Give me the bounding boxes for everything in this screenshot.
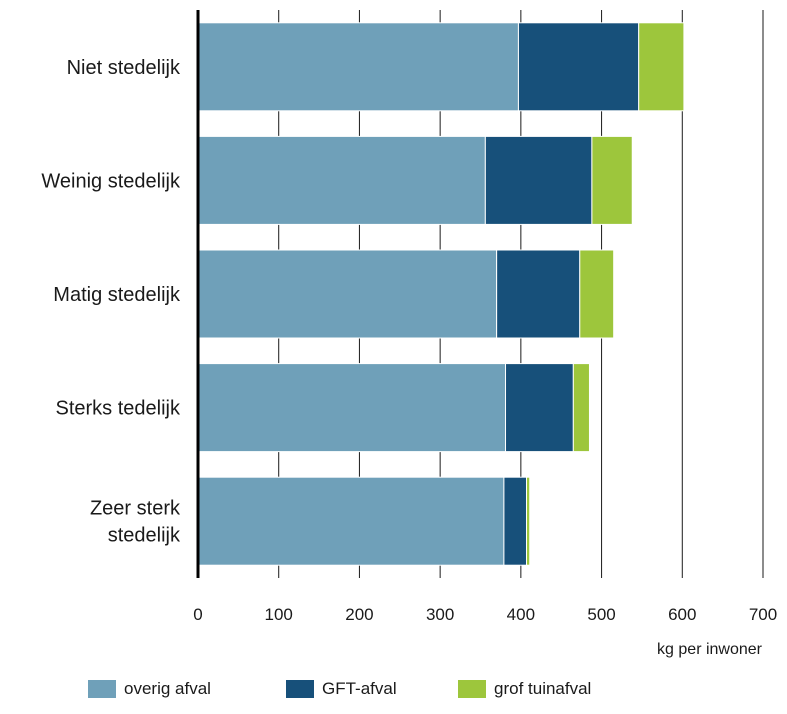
x-tick-label-700: 700 [749, 605, 777, 624]
legend-item-grof-tuinafval: grof tuinafval [458, 680, 591, 698]
x-axis-label: kg per inwoner [657, 641, 763, 658]
legend-item-gft-afval: GFT-afval [286, 680, 397, 698]
bar-sterks-tedelijk-overig-afval [197, 363, 507, 453]
bar-weinig-stedelijk-overig-afval [197, 135, 486, 225]
x-tick-label-500: 500 [587, 605, 615, 624]
bar-weinig-stedelijk-grof-tuinafval [591, 135, 633, 225]
bar-niet-stedelijk-grof-tuinafval [638, 22, 685, 112]
legend-label-gft-afval: GFT-afval [322, 679, 397, 698]
bar-zeer-sterk-stedelijk-gft-afval [503, 476, 528, 566]
x-tick-label-200: 200 [345, 605, 373, 624]
bar-sterks-tedelijk-gft-afval [505, 363, 574, 453]
bar-sterks-tedelijk-grof-tuinafval [572, 363, 590, 453]
legend-label-overig-afval: overig afval [124, 679, 211, 698]
x-tick-label-100: 100 [265, 605, 293, 624]
category-label-weinig-stedelijk: Weinig stedelijk [41, 170, 181, 192]
category-label-matig-stedelijk: Matig stedelijk [53, 284, 181, 306]
legend-swatch-grof-tuinafval [458, 680, 486, 698]
bar-niet-stedelijk-overig-afval [197, 22, 519, 112]
category-label-zeer-sterk-stedelijk: Zeer sterk stedelijk [90, 498, 181, 547]
bar-matig-stedelijk-overig-afval [197, 249, 498, 339]
bar-niet-stedelijk-gft-afval [517, 22, 640, 112]
legend-label-grof-tuinafval: grof tuinafval [494, 679, 592, 698]
x-tick-label-600: 600 [668, 605, 696, 624]
category-label-niet-stedelijk: Niet stedelijk [67, 57, 181, 79]
x-tick-label-0: 0 [193, 605, 202, 624]
legend-swatch-gft-afval [286, 680, 314, 698]
x-tick-label-300: 300 [426, 605, 454, 624]
category-label-sterks-tedelijk: Sterks tedelijk [56, 398, 181, 420]
x-tick-label-400: 400 [507, 605, 535, 624]
bar-weinig-stedelijk-gft-afval [484, 135, 593, 225]
legend-item-overig-afval: overig afval [88, 680, 211, 698]
bar-zeer-sterk-stedelijk-overig-afval [197, 476, 505, 566]
legend: overig afval GFT-afval grof tuinafval [0, 680, 787, 704]
bar-matig-stedelijk-gft-afval [496, 249, 581, 339]
legend-swatch-overig-afval [88, 680, 116, 698]
bar-matig-stedelijk-grof-tuinafval [579, 249, 615, 339]
bar-zeer-sterk-stedelijk-grof-tuinafval [526, 476, 531, 566]
